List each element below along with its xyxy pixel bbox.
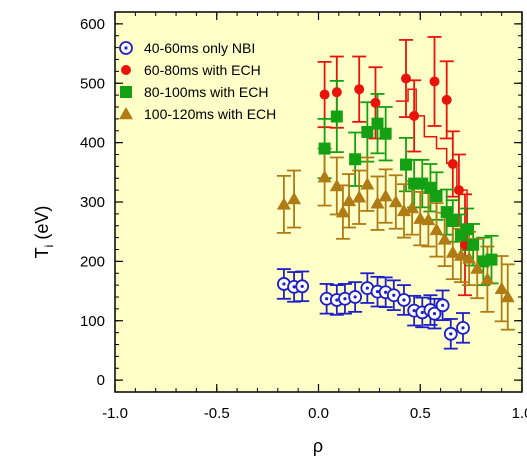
data-point-dot — [412, 309, 416, 313]
data-point-dot — [392, 293, 396, 297]
marker-group — [319, 73, 471, 250]
data-point — [371, 117, 384, 130]
marker-group — [277, 277, 470, 341]
legend-label: 100-120ms with ECH — [144, 106, 276, 122]
data-point — [361, 125, 374, 138]
x-tick-label: -0.5 — [204, 405, 230, 422]
series-line — [395, 88, 468, 244]
axis-ticks — [114, 12, 523, 392]
data-point-dot — [353, 295, 357, 299]
data-point — [405, 200, 420, 214]
data-point — [467, 238, 480, 251]
data-point — [429, 76, 440, 87]
data-point-dot — [432, 312, 437, 316]
data-point — [121, 65, 131, 75]
data-point-dot — [375, 290, 380, 294]
y-tick-label: 600 — [80, 16, 105, 33]
data-point — [429, 222, 444, 236]
data-point — [276, 197, 291, 210]
data-point-dot — [420, 310, 424, 315]
data-point — [378, 189, 393, 202]
data-point — [331, 87, 342, 98]
y-tick-label: 200 — [80, 253, 105, 270]
data-point — [500, 290, 515, 303]
data-point-dot — [441, 303, 445, 307]
data-point — [461, 223, 474, 236]
data-point-dot — [282, 282, 286, 286]
y-tick-label: 300 — [80, 194, 105, 211]
data-point-dot — [449, 332, 453, 336]
data-point — [370, 196, 385, 209]
y-axis-title-main: T — [32, 247, 52, 258]
y-tick-label: 500 — [80, 75, 105, 92]
data-point — [462, 251, 477, 264]
y-axis-title-sub: i — [42, 245, 56, 248]
data-point-dot — [384, 290, 388, 294]
data-point-dot — [292, 285, 296, 289]
x-tick-label: 0.5 — [410, 405, 431, 422]
y-tick-label: 0 — [97, 372, 105, 389]
data-point — [413, 211, 428, 224]
y-tick-label: 100 — [80, 313, 105, 330]
y-axis-title: Ti (eV) — [32, 206, 56, 259]
data-point — [349, 153, 362, 166]
data-point-dot — [402, 298, 406, 302]
data-point — [437, 232, 452, 245]
x-tick-label: 0.0 — [308, 405, 329, 422]
data-point — [370, 97, 381, 108]
marker-group — [318, 110, 498, 268]
data-point — [330, 110, 343, 123]
data-point-dot — [335, 298, 339, 302]
data-point — [421, 212, 436, 226]
data-point — [287, 192, 302, 205]
data-point — [388, 195, 403, 208]
data-point — [480, 272, 495, 285]
x-tick-label: 1.0 — [512, 405, 527, 422]
data-point — [409, 110, 420, 121]
data-point — [485, 253, 498, 266]
data-point — [120, 86, 132, 98]
data-point — [354, 84, 365, 95]
y-axis-title-unit: (eV) — [32, 206, 52, 245]
legend-label: 80-100ms with ECH — [144, 84, 269, 100]
data-point-dot — [325, 297, 329, 301]
data-point — [441, 94, 452, 105]
data-point — [342, 193, 357, 207]
x-axis-title: ρ — [313, 436, 323, 456]
x-tick-label: -1.0 — [102, 405, 128, 422]
y-tick-label: 400 — [80, 135, 105, 152]
data-point — [360, 177, 375, 190]
tick-labels: -1.0 -0.5 0.0 0.5 1.0 0 100 200 300 400 500 600 — [80, 16, 527, 422]
data-point — [318, 142, 331, 155]
data-point — [335, 205, 350, 218]
data-point — [447, 159, 458, 169]
data-point-dot — [300, 284, 304, 288]
data-point — [319, 89, 330, 100]
series-lines — [395, 88, 468, 244]
data-point — [446, 215, 459, 227]
data-point — [453, 248, 468, 261]
data-markers — [276, 73, 515, 341]
data-point-dot — [365, 286, 369, 290]
data-point — [430, 190, 443, 203]
legend: 40-60ms only NBI 60-80ms with ECH 80-100ms… — [119, 40, 276, 122]
data-point — [470, 261, 485, 274]
data-point — [453, 185, 464, 196]
data-point — [352, 190, 367, 203]
data-point — [119, 107, 133, 120]
data-point — [317, 170, 332, 183]
data-point-dot — [124, 46, 128, 50]
data-point — [329, 178, 344, 192]
marker-group — [276, 170, 515, 303]
data-point-dot — [343, 297, 347, 301]
data-point — [494, 281, 509, 294]
data-point — [379, 127, 392, 140]
legend-label: 40-60ms only NBI — [144, 40, 255, 56]
data-point — [445, 245, 460, 258]
data-point — [400, 158, 413, 171]
data-point — [401, 73, 412, 84]
legend-label: 60-80ms with ECH — [144, 62, 261, 78]
data-point-dot — [461, 326, 465, 330]
